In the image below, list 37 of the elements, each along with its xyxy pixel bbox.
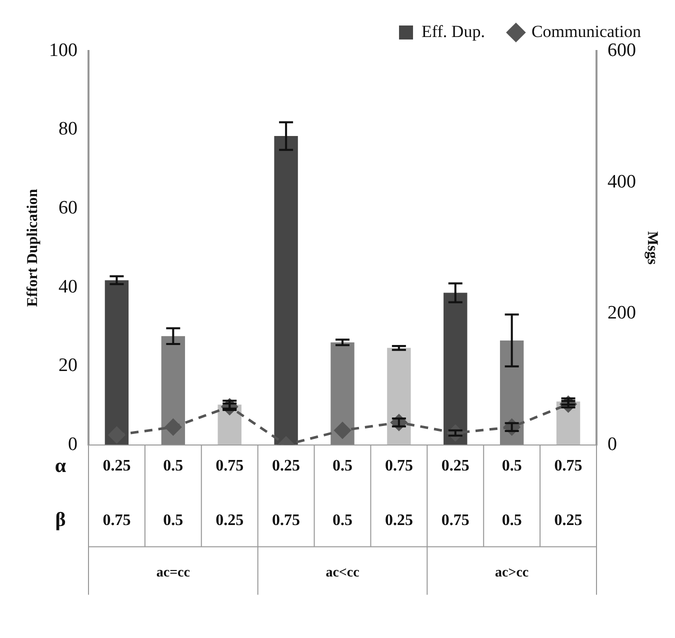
x-tick-label: 0.5 (502, 458, 522, 475)
x-tick-label: 0.5 (332, 458, 352, 475)
y-axis-title: Effort Duplication (24, 188, 41, 307)
text: 0.75 (441, 512, 470, 529)
text: 0.25 (554, 512, 582, 529)
y-tick-label: 100 (49, 40, 78, 61)
text: β (55, 508, 66, 531)
legend-label: Eff. Dup. (422, 22, 485, 41)
y2-tick-label: 400 (608, 171, 636, 192)
text: α (54, 454, 66, 477)
y-tick-label: 60 (58, 198, 78, 219)
text: 0.25 (384, 512, 413, 529)
x-tick-label: 0.25 (441, 458, 470, 475)
text: 0.25 (216, 512, 244, 529)
text: ac=cc (156, 565, 190, 580)
x-tick-label: 0.75 (554, 458, 582, 475)
y-tick-label: 80 (58, 118, 78, 140)
y2-axis-title: Msgs (644, 231, 660, 265)
text: 0.75 (272, 512, 300, 529)
y2-tick-label: 200 (608, 302, 636, 324)
x-tick-label: 0.75 (216, 458, 244, 475)
x-tick-label: 0.75 (384, 458, 413, 475)
text: ac<cc (326, 565, 360, 580)
text: ac>cc (495, 565, 529, 580)
text: 0.5 (163, 512, 184, 529)
legend-label: Communication (531, 22, 642, 41)
y-tick-label: 40 (58, 276, 78, 298)
text: 0.5 (502, 512, 522, 529)
y-tick-label: 20 (58, 355, 78, 376)
text: 0.75 (102, 512, 131, 529)
x-tick-label: 0.5 (163, 458, 184, 475)
x-tick-label: 0.25 (102, 458, 131, 475)
text: 0.5 (332, 512, 352, 529)
y-tick-label: 0 (68, 434, 78, 455)
y2-tick-label: 600 (608, 40, 636, 61)
y2-tick-label: 0 (608, 434, 617, 455)
x-tick-label: 0.25 (272, 458, 300, 475)
